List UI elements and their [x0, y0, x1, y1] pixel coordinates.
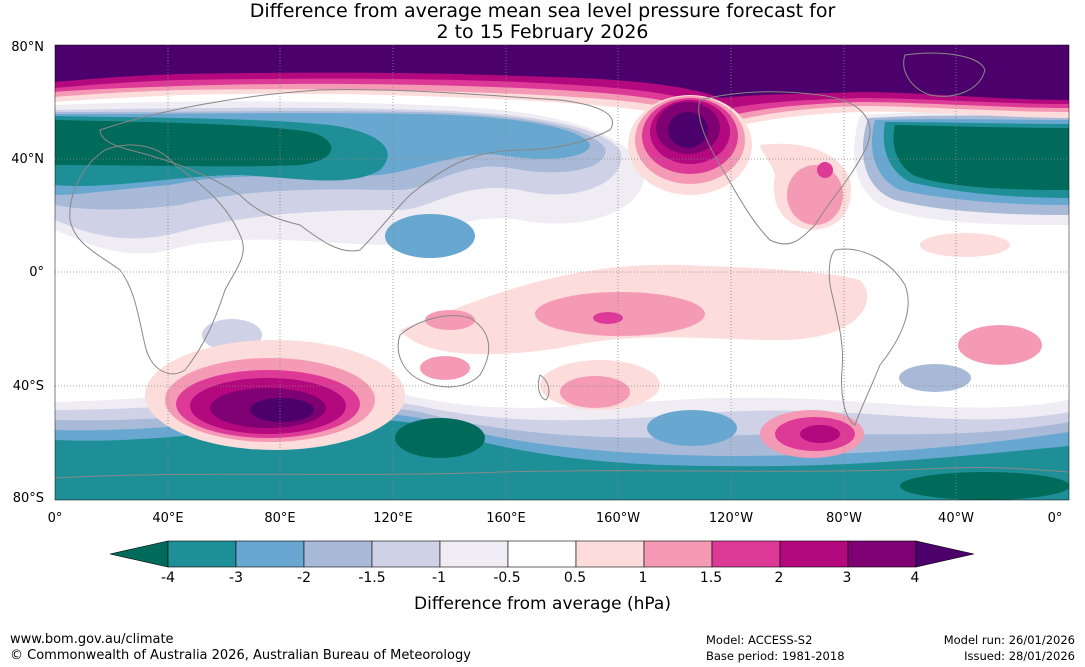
asia-neg-pocket [385, 214, 475, 258]
south-america-outline [828, 248, 909, 426]
map-frame [54, 44, 1070, 501]
graticule [55, 45, 1069, 500]
antarctica-outline [55, 466, 1069, 479]
high-indian-core [250, 398, 314, 422]
cb-label: -4 [161, 570, 175, 586]
cb-label: -3 [229, 570, 243, 586]
north-america-outline [698, 91, 871, 245]
ylabel-40s: 40°S [12, 379, 44, 394]
high-sp-core [800, 425, 840, 443]
colorbar-extend-min [109, 540, 169, 568]
colorbar-bin [779, 540, 849, 568]
colorbar-title: Difference from average (hPa) [414, 594, 671, 614]
xlabel-160w: 160°W [595, 511, 641, 526]
anomaly-field [55, 45, 1069, 500]
footer-url[interactable]: www.bom.gov.au/climate [10, 632, 174, 647]
south-atlantic-pos [958, 325, 1042, 365]
footer-issued: Issued: 28/01/2026 [964, 649, 1075, 663]
colorbar-bin [235, 540, 305, 568]
xlabel-40e: 40°E [152, 511, 184, 526]
ylabel-40n: 40°N [11, 152, 44, 167]
xlabel-0-end: 0° [1047, 511, 1063, 526]
colorbar-bin [643, 540, 713, 568]
cb-label: -0.5 [493, 570, 521, 586]
xlabel-120e: 120°E [373, 511, 413, 526]
cb-label: 0.5 [563, 570, 587, 586]
cb-label: -2 [297, 570, 311, 586]
colorbar-bin [507, 540, 577, 568]
ylabel-0: 0° [29, 265, 44, 280]
tasman-pos [425, 310, 475, 330]
africa-outline [69, 144, 244, 375]
xlabel-80w: 80°W [826, 511, 862, 526]
cb-label: 2 [774, 570, 784, 586]
footer-copyright: © Commonwealth of Australia 2026, Austra… [10, 648, 471, 663]
np-high-core [668, 112, 708, 148]
neg-south-of-australia [395, 418, 485, 458]
cb-label: -1 [432, 570, 446, 586]
neg-south-pacific [647, 410, 737, 446]
xlabel-160e: 160°E [486, 511, 526, 526]
cb-label: -1.5 [358, 570, 386, 586]
colorbar-bin [847, 540, 917, 568]
colorbar-bin [711, 540, 781, 568]
xlabel-80e: 80°E [264, 511, 296, 526]
north-atl-core [893, 125, 1069, 190]
neg-south-atlantic [899, 364, 971, 392]
greenland-outline [903, 52, 986, 97]
xlabel-0: 0° [47, 511, 63, 526]
cb-label: 4 [910, 570, 920, 586]
trop-pacific-l2 [535, 292, 705, 336]
colorbar-bin [575, 540, 645, 568]
colorbar-bin [439, 540, 509, 568]
xlabel-40w: 40°W [938, 511, 974, 526]
cb-label: 1 [638, 570, 648, 586]
sp-mid-l2 [560, 376, 630, 408]
na-pos-l2 [787, 165, 843, 225]
colorbar-bin [167, 540, 237, 568]
coastlines [55, 52, 1069, 479]
colorbar [109, 540, 975, 568]
footer-model-run: Model run: 26/01/2026 [943, 633, 1075, 647]
ylabel-80n: 80°N [11, 40, 44, 55]
footer-base-period: Base period: 1981-2018 [706, 649, 845, 663]
nz-outline [537, 374, 550, 401]
footer-model: Model: ACCESS-S2 [706, 633, 813, 647]
australia-outline [397, 315, 490, 388]
colorbar-bin [303, 540, 373, 568]
neg-south-pole-atlantic [900, 472, 1069, 500]
colorbar-extend-max [915, 540, 975, 568]
north-neg-core [55, 120, 332, 167]
cb-label: 1.5 [699, 570, 723, 586]
map-title-line2: 2 to 15 February 2026 [436, 21, 649, 43]
trop-atlantic-pos [920, 233, 1010, 257]
map-title-line1: Difference from average mean sea level p… [249, 0, 836, 22]
na-pos-core [817, 162, 833, 178]
ylabel-80s: 80°S [12, 491, 44, 506]
arctic-core [55, 45, 1069, 100]
colorbar-bin [371, 540, 441, 568]
xlabel-120w: 120°W [708, 511, 754, 526]
trop-pacific-core [593, 312, 623, 324]
cb-label: 3 [842, 570, 852, 586]
australia-pos [420, 356, 470, 380]
